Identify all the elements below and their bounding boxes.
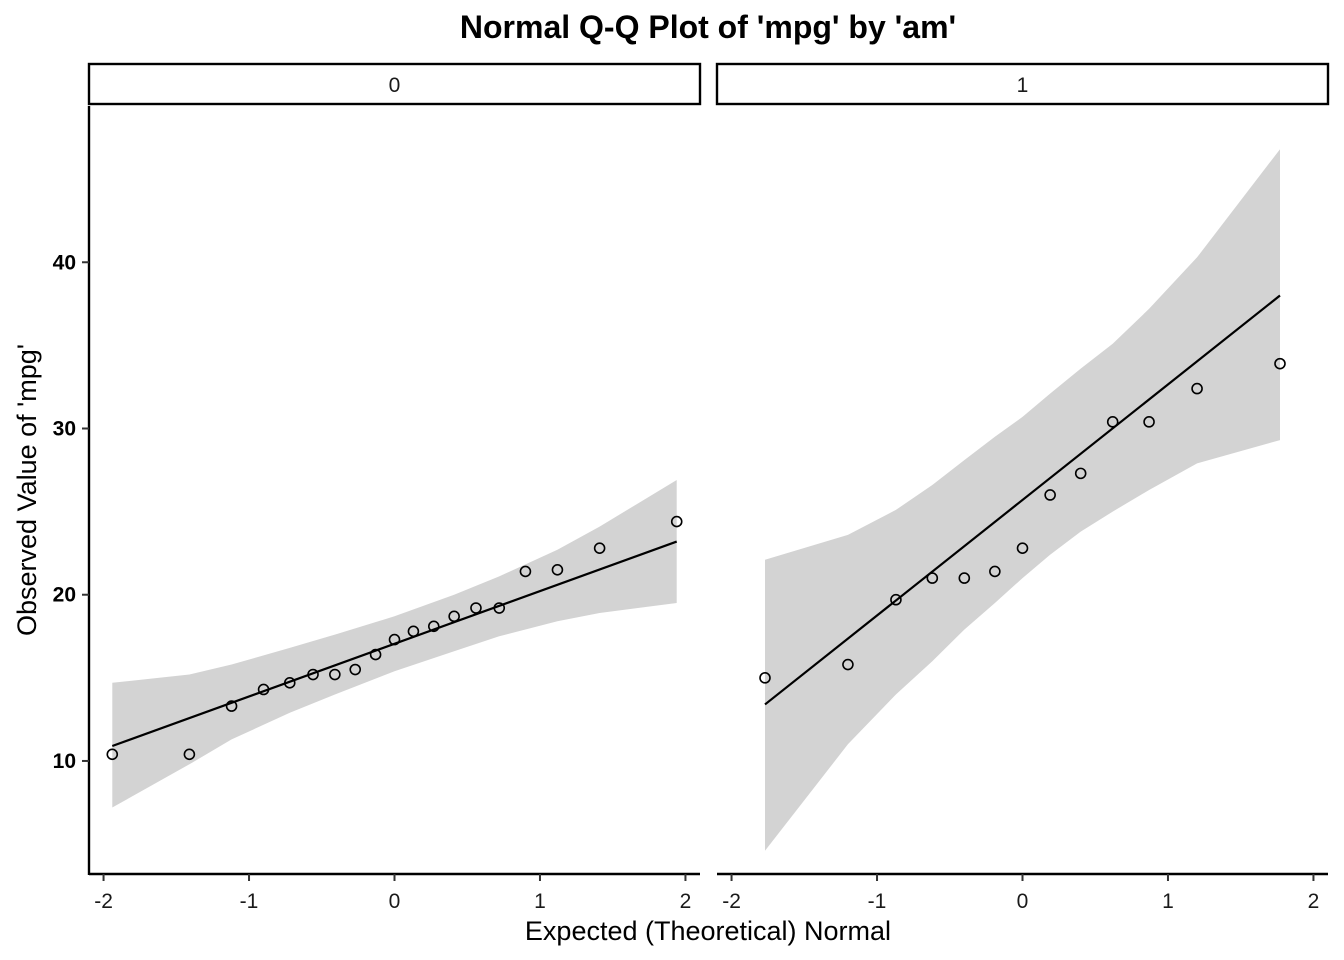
data-point	[926, 572, 939, 584]
data-point	[551, 563, 564, 576]
data-point	[1016, 542, 1029, 554]
y-tick-label: 10	[53, 750, 76, 773]
data-point	[307, 668, 319, 681]
panel-0: 0 -2 -1 0 1 2 10 20 30 40	[53, 62, 702, 913]
data-point	[388, 633, 401, 646]
x-axis-title: Expected (Theoretical) Normal	[525, 916, 891, 946]
data-point	[257, 683, 270, 696]
facet-panels: 0 -2 -1 0 1 2 10 20 30 40 1 -2 -1 0 1 2	[53, 62, 1330, 913]
data-point	[427, 620, 440, 633]
x-tick-label: 1	[534, 890, 546, 913]
data-point	[470, 602, 482, 614]
data-point	[106, 748, 119, 761]
data-point	[369, 648, 382, 661]
strip-label: 1	[1017, 74, 1029, 97]
data-point	[670, 515, 683, 528]
data-point	[407, 625, 420, 638]
data-point	[329, 668, 341, 681]
data-point	[1143, 416, 1155, 428]
qq-reference-line	[764, 294, 1281, 706]
data-point	[493, 602, 506, 614]
x-tick-label: -1	[240, 890, 259, 913]
data-point	[519, 565, 532, 578]
y-tick-label: 20	[53, 584, 76, 607]
data-point	[958, 572, 971, 584]
strip-box	[87, 62, 702, 106]
data-point	[448, 610, 460, 623]
data-point	[183, 748, 196, 761]
data-point	[225, 700, 238, 712]
data-point	[1106, 416, 1119, 428]
data-point	[989, 565, 1001, 578]
x-tick-label: -1	[868, 890, 887, 913]
data-point	[759, 672, 771, 684]
x-tick-label: 2	[680, 890, 692, 913]
qq-reference-line	[111, 540, 678, 748]
data-point	[890, 593, 902, 606]
y-tick-label: 30	[53, 417, 76, 440]
x-tick-label: 0	[389, 890, 401, 913]
strip-box	[715, 62, 1330, 106]
data-point	[1074, 467, 1087, 480]
data-point	[842, 658, 854, 671]
y-tick-label: 40	[53, 251, 76, 274]
strip-label: 0	[389, 74, 401, 97]
data-point	[349, 663, 362, 676]
data-point	[593, 542, 606, 554]
data-point	[1044, 489, 1056, 501]
y-axis-title: Observed Value of 'mpg'	[12, 344, 42, 636]
x-tick-label: -2	[722, 890, 741, 913]
data-point	[283, 677, 296, 689]
panel-1: 1 -2 -1 0 1 2	[715, 62, 1330, 913]
chart-title: Normal Q-Q Plot of 'mpg' by 'am'	[460, 9, 956, 45]
x-tick-label: -2	[94, 890, 113, 913]
x-tick-label: 0	[1017, 890, 1029, 913]
data-point	[1191, 382, 1203, 395]
data-point	[1274, 357, 1286, 370]
x-tick-label: 1	[1162, 890, 1174, 913]
x-tick-label: 2	[1308, 890, 1320, 913]
